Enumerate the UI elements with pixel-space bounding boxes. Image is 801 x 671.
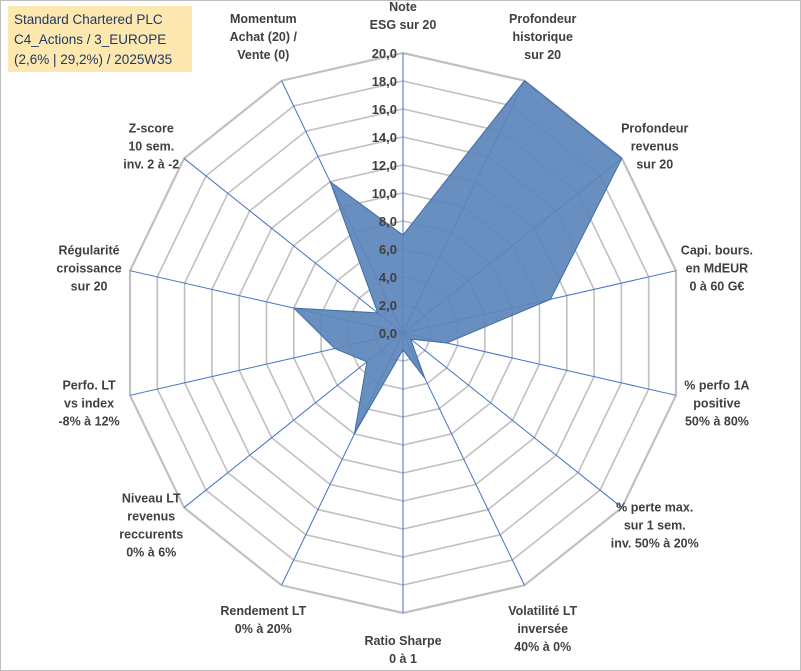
tick-label: 0,0 <box>379 326 397 341</box>
tick-layer: 0,0 2,0 4,0 6,0 8,0 10,0 12,0 14,0 16,0 18,0 20,0 <box>372 46 397 341</box>
tick-label: 14,0 <box>372 130 397 145</box>
tick-label: 2,0 <box>379 298 397 313</box>
axis-label: % perfo 1A positive 50% à 80% <box>684 379 749 429</box>
axis-label: Niveau LT revenus reccurents 0% à 6% <box>119 492 183 560</box>
tick-label: 10,0 <box>372 186 397 201</box>
tick-label: 16,0 <box>372 102 397 117</box>
axis-label: Z-score 10 sem. inv. 2 à -2 <box>123 121 179 171</box>
tick-label: 6,0 <box>379 242 397 257</box>
axis-label: Profondeur historique sur 20 <box>509 12 576 62</box>
series-area <box>292 80 623 435</box>
axis-label: % perte max. sur 1 sem. inv. 50% à 20% <box>611 501 699 551</box>
axis-label: Capi. bours. en MdEUR 0 à 60 G€ <box>681 243 753 293</box>
axis-spoke <box>183 158 404 334</box>
axis-label: Perfo. LT vs index -8% à 12% <box>58 379 119 429</box>
tick-label: 18,0 <box>372 74 397 89</box>
axis-label: Rendement LT 0% à 20% <box>220 604 306 636</box>
axis-label: Ratio Sharpe 0 à 1 <box>364 634 441 666</box>
tick-label: 8,0 <box>379 214 397 229</box>
axis-label: Volatilité LT inversée 40% à 0% <box>508 604 577 654</box>
tick-label: 4,0 <box>379 270 397 285</box>
label-layer: Note ESG sur 20 Profondeur historique sur 20… <box>56 0 753 666</box>
axis-spoke <box>402 332 677 396</box>
axis-label: Note ESG sur 20 <box>370 0 437 32</box>
axis-label: Régularité croissance sur 20 <box>56 243 121 293</box>
axis-spoke <box>402 332 623 508</box>
axis-label: Momentum Achat (20) / Vente (0) <box>230 12 298 62</box>
tick-label: 20,0 <box>372 46 397 61</box>
tick-label: 12,0 <box>372 158 397 173</box>
info-box: Standard Chartered PLC C4_Actions / 3_EU… <box>8 6 192 72</box>
series-layer <box>292 80 623 435</box>
info-category: C4_Actions / 3_EUROPE <box>14 32 167 47</box>
info-period: (2,6% | 29,2%) / 2025W35 <box>14 52 173 67</box>
info-company: Standard Chartered PLC <box>14 12 163 27</box>
axis-label: Profondeur revenus sur 20 <box>621 121 688 171</box>
